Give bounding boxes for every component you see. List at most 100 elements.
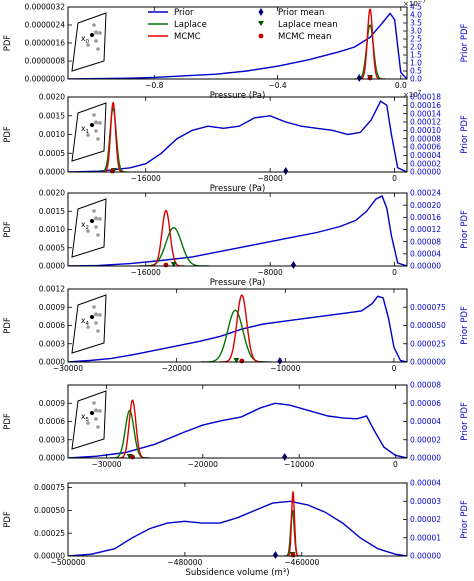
inset-station: [96, 233, 100, 237]
y-axis-label-right: Prior PDF: [460, 402, 470, 441]
y-tick-label: 0.0020: [39, 189, 65, 198]
panel-4: −30000 −20000 −10000 0 0.0000 0.0003 0.0006 0.0…: [3, 285, 470, 373]
x-tick-label: 0: [392, 174, 397, 183]
legend-label-mcmc: MCMC: [174, 32, 201, 42]
x-tick-label: −30000: [91, 460, 121, 469]
inset-domain: [71, 102, 107, 162]
prior-curve: [68, 295, 407, 362]
inset-station: [98, 409, 102, 413]
y-tick-label: 0.0000: [39, 358, 65, 367]
y-tick-label-right: 4.5: [410, 3, 422, 12]
y-tick-label-right: 0.000050: [410, 321, 446, 330]
legend-marker-mcmc-mean: [258, 33, 264, 39]
inset-label: x0: [81, 34, 89, 45]
y-tick-label-right: 0.00014: [410, 109, 441, 118]
panel-6: −500000 −480000 −460000 0.00000 0.00025 0.000…: [3, 479, 470, 578]
inset-star: [92, 29, 100, 36]
plot-frame: [67, 6, 408, 80]
y-tick-label-right: 0.00004: [410, 417, 441, 426]
x-tick-label: −480000: [167, 558, 202, 567]
y-tick-label-right: 0.00012: [410, 225, 441, 234]
y-tick-label-right: 0.00000: [410, 454, 441, 463]
laplace-mean-marker: [233, 358, 240, 363]
y-tick-label: 0.0000008: [24, 57, 65, 66]
y-tick-label: 0.0000032: [24, 3, 65, 12]
y-tick-label-right: 0.00004: [410, 479, 441, 488]
y-tick-label-right: 0.00016: [410, 101, 441, 110]
scale-multiplier-top: ×10−7: [403, 0, 426, 8]
inset-station: [86, 325, 90, 329]
y-axis-label: PDF: [3, 511, 13, 528]
inset-target: [90, 123, 94, 127]
y-tick-label-right: 0.5: [410, 67, 422, 76]
mcmc-mean-marker: [130, 454, 135, 460]
prior-curve: [68, 195, 407, 266]
laplace-curve: [284, 509, 301, 556]
prior-mean-marker: [356, 74, 362, 82]
y-tick-label: 0.0009: [39, 399, 65, 408]
plot-frame: [67, 384, 408, 459]
x-tick-label: 0: [392, 364, 397, 373]
x-tick-label: −10000: [270, 364, 300, 373]
y-tick-label-right: 0.00008: [410, 134, 441, 143]
mcmc-curve: [286, 490, 300, 556]
prior-mean-marker: [290, 261, 296, 269]
mcmc-mean-marker: [109, 168, 115, 174]
y-tick-label-right: 0.00006: [410, 143, 441, 152]
y-tick-label: 0.0010: [39, 225, 65, 234]
x-tick-label: −8000: [257, 268, 283, 277]
y-tick-label-right: 0.00000: [410, 262, 441, 271]
y-tick-label-right: 0.00002: [410, 159, 441, 168]
inset-station: [98, 31, 102, 35]
mcmc-mean-marker: [239, 358, 245, 364]
y-tick-label: 0.00075: [34, 483, 65, 492]
plot-frame: [67, 482, 408, 557]
inset-station: [92, 113, 96, 117]
laplace-curve: [138, 226, 209, 266]
y-tick-label-right: 4.0: [410, 11, 422, 20]
inset-station: [86, 133, 90, 137]
prior-mean-marker: [282, 453, 288, 461]
prior-mean-marker: [272, 551, 278, 559]
panel-3: −16000 −8000 0 0.0000 0.0005 0.0010 0.0015 0.00…: [3, 189, 470, 288]
inset-star: [92, 215, 100, 222]
inset-star: [92, 407, 100, 414]
y-tick-label-right: 0.000075: [410, 303, 446, 312]
prior-curve: [68, 12, 407, 79]
inset-target: [90, 411, 94, 415]
legend: Prior Laplace MCMC Prior mean Laplace mean MC…: [148, 8, 338, 42]
inset-station: [94, 225, 98, 229]
y-axis-label: PDF: [3, 317, 13, 334]
legend-label-prior: Prior: [174, 8, 194, 18]
y-axis-label: PDF: [3, 35, 13, 52]
y-tick-label-right: 0.00018: [410, 93, 441, 102]
laplace-curve: [354, 24, 386, 79]
legend-marker-laplace-mean: [258, 21, 264, 26]
panel-1: −0.8 −0.4 0.0 0.0000000 0.0000008 0.0000016 0.…: [3, 0, 470, 101]
inset-domain: [71, 198, 107, 258]
inset-station: [92, 209, 96, 213]
y-tick-label-right: 0.00000: [410, 168, 441, 177]
inset-station: [96, 137, 100, 141]
inset-domain: [71, 390, 107, 450]
location-inset: x5: [71, 390, 107, 450]
inset-station: [92, 23, 96, 27]
x-tick-label: −16000: [131, 268, 161, 277]
scale-multiplier-bottom: ×107: [403, 90, 422, 99]
legend-marker-prior-mean: [258, 8, 264, 16]
prior-mean-marker: [283, 167, 289, 175]
inset-station: [86, 43, 90, 47]
y-tick-label-right: 0.00020: [410, 201, 441, 210]
location-inset: x1: [71, 102, 107, 162]
y-tick-label-right: 0.00004: [410, 151, 441, 160]
y-tick-label: 0.0005: [39, 243, 65, 252]
panel-5: −30000 −20000 −10000 0 0.0000 0.0003 0.0006 0.0…: [3, 381, 470, 469]
y-axis-label: PDF: [3, 413, 13, 430]
inset-station: [86, 229, 90, 233]
y-axis-label-right: Prior PDF: [460, 115, 470, 154]
prior-curve: [68, 100, 407, 172]
y-tick-label: 0.00025: [34, 529, 65, 538]
x-tick-label: 0: [392, 268, 397, 277]
x-tick-label: −0.8: [145, 81, 163, 90]
